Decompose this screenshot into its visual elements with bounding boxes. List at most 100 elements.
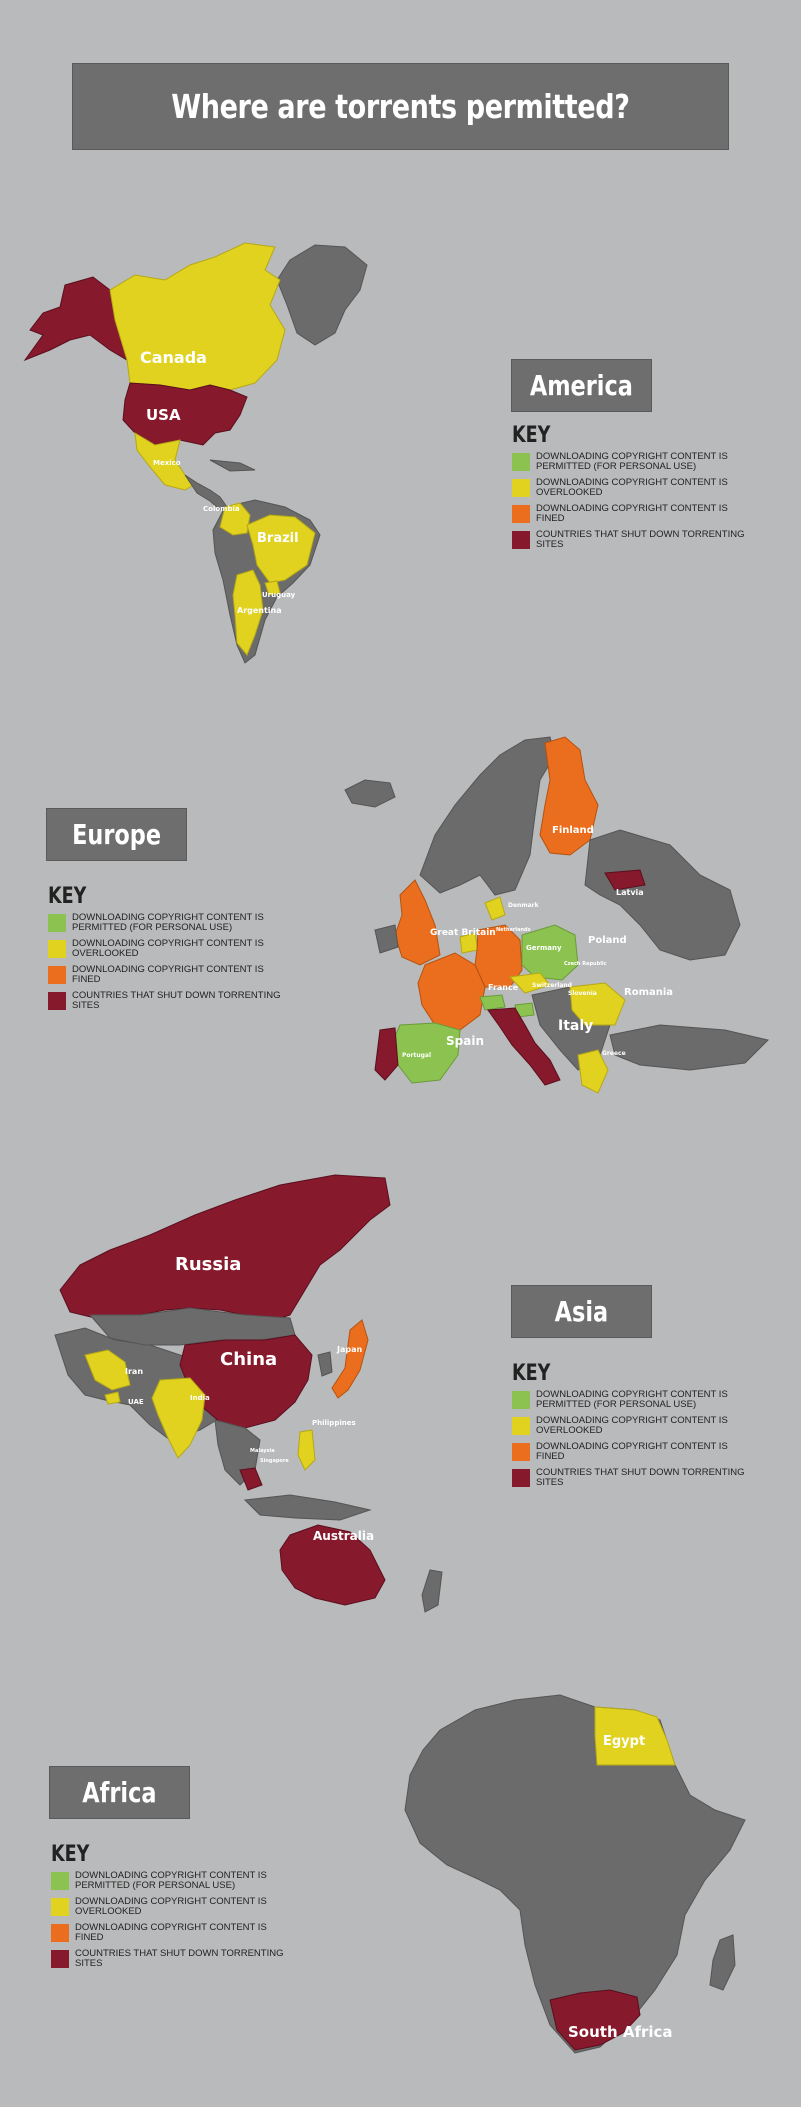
key-item-fined: DOWNLOADING COPYRIGHT CONTENT IS FINED	[512, 504, 772, 524]
map-label-greece: Greece	[602, 1050, 626, 1057]
key-america: KEY DOWNLOADING COPYRIGHT CONTENT IS PER…	[512, 424, 772, 556]
map-iran	[84, 1349, 131, 1391]
swatch-permitted	[51, 1872, 69, 1890]
map-australia	[279, 1524, 386, 1606]
swatch-fined	[512, 1443, 530, 1461]
swatch-shutdown	[48, 992, 66, 1010]
map-ireland	[374, 924, 399, 954]
swatch-fined	[51, 1924, 69, 1942]
key-item-permitted: DOWNLOADING COPYRIGHT CONTENT IS PERMITT…	[512, 1390, 772, 1410]
map-label-germany: Germany	[526, 944, 562, 952]
map-label-iran: Iran	[125, 1367, 143, 1376]
map-germany	[474, 924, 523, 988]
key-item-fined: DOWNLOADING COPYRIGHT CONTENT IS FINED	[48, 965, 308, 985]
key-item-overlooked: DOWNLOADING COPYRIGHT CONTENT IS OVERLOO…	[48, 939, 308, 959]
map-label-australia: Australia	[313, 1529, 374, 1543]
map-south-africa	[549, 1989, 641, 2051]
map-korea	[317, 1351, 333, 1377]
map-usa	[122, 382, 248, 446]
key-title: KEY	[512, 1361, 551, 1386]
key-item-overlooked: DOWNLOADING COPYRIGHT CONTENT IS OVERLOO…	[51, 1897, 311, 1917]
map-canada	[109, 242, 286, 391]
map-label-argentina: Argentina	[237, 606, 282, 615]
asia-map: Russia China Japan Iran UAE India Philip…	[54, 1174, 443, 1613]
region-label-asia: Asia	[511, 1285, 652, 1338]
map-new-zealand	[421, 1569, 443, 1613]
swatch-overlooked	[512, 1417, 530, 1435]
key-title: KEY	[51, 1842, 90, 1867]
region-label-america: America	[511, 359, 652, 412]
swatch-shutdown	[512, 1469, 530, 1487]
map-portugal	[374, 1027, 399, 1081]
map-label-uae: UAE	[128, 1398, 144, 1406]
key-title: KEY	[48, 884, 87, 909]
map-label-china: China	[220, 1349, 277, 1370]
map-label-great-britain: Great Britain	[430, 928, 496, 938]
map-label-singapore: Singapore	[260, 1458, 289, 1464]
region-label-africa: Africa	[49, 1766, 190, 1819]
map-label-italy: Italy	[558, 1018, 593, 1034]
map-label-canada: Canada	[140, 348, 207, 367]
swatch-shutdown	[512, 531, 530, 549]
map-label-egypt: Egypt	[603, 1734, 645, 1749]
swatch-overlooked	[51, 1898, 69, 1916]
map-brazil	[246, 514, 316, 584]
map-label-brazil: Brazil	[257, 531, 299, 546]
swatch-shutdown	[51, 1950, 69, 1968]
map-label-denmark: Denmark	[508, 902, 540, 909]
map-iceland	[344, 779, 396, 808]
key-item-fined: DOWNLOADING COPYRIGHT CONTENT IS FINED	[51, 1923, 311, 1943]
map-turkey	[609, 1024, 769, 1071]
map-label-latvia: Latvia	[616, 888, 644, 897]
map-france	[417, 952, 486, 1031]
map-label-slovenia: Slovenia	[568, 990, 597, 997]
map-label-poland: Poland	[588, 935, 627, 946]
map-label-russia: Russia	[175, 1254, 241, 1275]
map-romania	[569, 982, 626, 1026]
map-label-india: India	[190, 1394, 210, 1402]
swatch-fined	[512, 505, 530, 523]
map-colombia	[219, 502, 251, 536]
map-label-france: France	[488, 983, 519, 992]
map-label-spain: Spain	[446, 1034, 484, 1048]
map-label-portugal: Portugal	[402, 1052, 431, 1059]
map-denmark	[484, 896, 506, 921]
map-russia	[59, 1174, 391, 1323]
key-title: KEY	[512, 423, 551, 448]
key-item-permitted: DOWNLOADING COPYRIGHT CONTENT IS PERMITT…	[48, 913, 308, 933]
page-title: Where are torrents permitted?	[171, 87, 630, 126]
key-item-shutdown: COUNTRIES THAT SHUT DOWN TORRENTING SITE…	[51, 1949, 311, 1969]
key-item-permitted: DOWNLOADING COPYRIGHT CONTENT IS PERMITT…	[512, 452, 772, 472]
swatch-overlooked	[48, 940, 66, 958]
map-switzerland	[479, 994, 506, 1011]
key-item-permitted: DOWNLOADING COPYRIGHT CONTENT IS PERMITT…	[51, 1871, 311, 1891]
map-caribbean	[209, 459, 256, 472]
map-label-romania: Romania	[624, 987, 673, 998]
map-label-uruguay: Uruguay	[262, 591, 296, 599]
map-latvia	[604, 869, 646, 891]
map-argentina	[232, 569, 264, 656]
map-egypt	[594, 1706, 676, 1766]
map-scandinavia	[419, 736, 556, 896]
europe-map: Finland Latvia Denmark Netherlands Great…	[344, 736, 769, 1094]
key-item-shutdown: COUNTRIES THAT SHUT DOWN TORRENTING SITE…	[512, 1468, 772, 1488]
map-label-usa: USA	[146, 406, 181, 424]
map-label-switzerland: Switzerland	[532, 982, 572, 989]
map-label-netherlands: Netherlands	[496, 927, 531, 933]
swatch-fined	[48, 966, 66, 984]
key-asia: KEY DOWNLOADING COPYRIGHT CONTENT IS PER…	[512, 1362, 772, 1494]
map-label-czech: Czech Republic	[564, 961, 607, 967]
map-madagascar	[709, 1934, 736, 1991]
map-label-malaysia: Malaysia	[250, 1448, 275, 1454]
swatch-permitted	[512, 1391, 530, 1409]
map-label-philippines: Philippines	[312, 1419, 356, 1427]
map-italy	[487, 1007, 561, 1086]
america-map: Canada USA Mexico Colombia Brazil Urugua…	[23, 242, 368, 664]
map-uae	[104, 1391, 121, 1405]
map-greece	[577, 1049, 609, 1094]
map-indonesia	[243, 1494, 372, 1521]
page-title-banner: Where are torrents permitted?	[72, 63, 729, 150]
key-item-fined: DOWNLOADING COPYRIGHT CONTENT IS FINED	[512, 1442, 772, 1462]
map-uruguay	[264, 580, 281, 596]
map-poland	[521, 924, 579, 981]
